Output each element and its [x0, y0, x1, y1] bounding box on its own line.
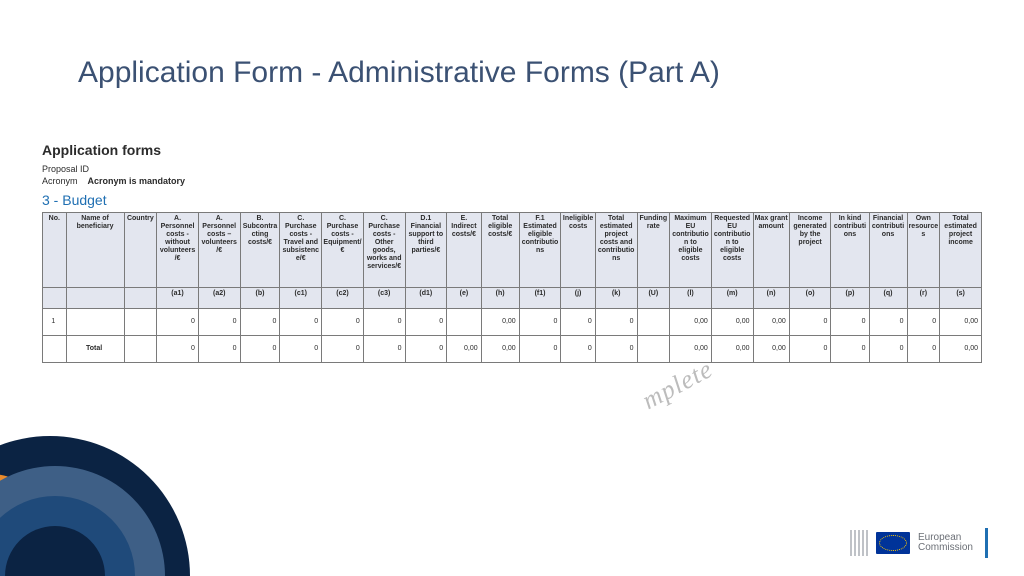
col-header: Total estimated project costs and contri… [595, 213, 637, 288]
col-header: Total estimated project income [940, 213, 982, 288]
col-header: Requested EU contribution to eligible co… [711, 213, 753, 288]
proposal-id-row: Proposal ID [42, 164, 982, 174]
col-subheader: (f1) [519, 288, 561, 309]
col-header: Ineligible costs [561, 213, 595, 288]
col-subheader [43, 288, 67, 309]
ec-logo-line2: Commission [918, 543, 973, 554]
table-row: 100000000,000000,000,000,0000000,00 [43, 309, 982, 336]
col-header: Total eligible costs/€ [481, 213, 519, 288]
decorative-circles [0, 396, 210, 576]
col-header: Income generated by the project [789, 213, 831, 288]
col-subheader: (o) [789, 288, 831, 309]
col-header: Max grant amount [753, 213, 789, 288]
col-header: C. Purchase costs - Equipment/€ [322, 213, 364, 288]
col-header: A. Personnel costs – volunteers /€ [198, 213, 240, 288]
col-subheader: (U) [637, 288, 670, 309]
col-header: Own resources [907, 213, 940, 288]
table-row: Total00000000,000,000000,000,000,0000000… [43, 336, 982, 363]
col-subheader: (b) [240, 288, 280, 309]
col-subheader: (l) [670, 288, 712, 309]
ec-logo: European Commission [850, 528, 988, 558]
col-subheader: (p) [831, 288, 869, 309]
col-header: C. Purchase costs - Travel and subsisten… [280, 213, 322, 288]
col-subheader [124, 288, 157, 309]
col-subheader: (e) [447, 288, 481, 309]
budget-table: No.Name of beneficiaryCountryA. Personne… [42, 212, 982, 363]
col-subheader: (a2) [198, 288, 240, 309]
col-header: A. Personnel costs - without volunteers … [157, 213, 199, 288]
col-header: B. Subcontracting costs/€ [240, 213, 280, 288]
col-subheader: (j) [561, 288, 595, 309]
col-header: Name of beneficiary [66, 213, 124, 288]
ec-logo-bars [850, 530, 868, 556]
acronym-row: Acronym Acronym is mandatory [42, 176, 982, 186]
col-subheader [66, 288, 124, 309]
form-panel: Application forms Proposal ID Acronym Ac… [42, 142, 982, 363]
col-header: Maximum EU contribution to eligible cost… [670, 213, 712, 288]
watermark: mplete [637, 354, 718, 416]
col-subheader: (c2) [322, 288, 364, 309]
ec-logo-text: European Commission [918, 533, 973, 554]
col-subheader: (n) [753, 288, 789, 309]
col-subheader: (m) [711, 288, 753, 309]
col-subheader: (s) [940, 288, 982, 309]
col-subheader: (c3) [363, 288, 405, 309]
col-subheader: (c1) [280, 288, 322, 309]
acronym-label: Acronym [42, 176, 78, 186]
col-header: C. Purchase costs - Other goods, works a… [363, 213, 405, 288]
eu-flag-icon [876, 532, 910, 554]
col-header: F.1 Estimated eligible contributions [519, 213, 561, 288]
col-header: E. Indirect costs/€ [447, 213, 481, 288]
col-header: Financial contributions [869, 213, 907, 288]
col-header: In kind contributions [831, 213, 869, 288]
ec-logo-accent [985, 528, 988, 558]
acronym-value: Acronym is mandatory [88, 176, 186, 186]
col-header: D.1 Financial support to third parties/€ [405, 213, 447, 288]
section-title: 3 - Budget [42, 192, 982, 208]
col-subheader: (a1) [157, 288, 199, 309]
col-header: No. [43, 213, 67, 288]
form-heading: Application forms [42, 142, 982, 158]
col-subheader: (d1) [405, 288, 447, 309]
col-subheader: (r) [907, 288, 940, 309]
col-header: Funding rate [637, 213, 670, 288]
col-header: Country [124, 213, 157, 288]
col-subheader: (q) [869, 288, 907, 309]
col-subheader: (k) [595, 288, 637, 309]
slide-title: Application Form - Administrative Forms … [78, 56, 720, 90]
col-subheader: (h) [481, 288, 519, 309]
